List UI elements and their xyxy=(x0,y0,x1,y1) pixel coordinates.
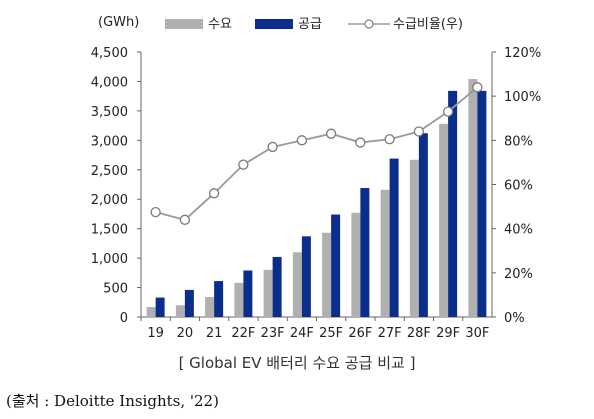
supply-bar xyxy=(360,188,370,317)
ratio-point xyxy=(238,159,249,170)
left-axis-tick-label: 4,500 xyxy=(91,46,128,61)
x-axis-tick-label: 19 xyxy=(147,326,164,341)
right-axis-tick-label: 0% xyxy=(504,311,525,326)
demand-bar xyxy=(263,269,273,317)
plot-area: 0 500 1,000 1,500 2,000 2,500 3,000 3,500 4,000 4… xyxy=(91,46,541,341)
demand-bar xyxy=(439,123,449,317)
left-axis-tick-label: 2,000 xyxy=(91,193,128,208)
legend-label-demand: 수요 xyxy=(208,17,232,32)
demand-bar xyxy=(322,232,332,317)
demand-bar xyxy=(234,282,244,317)
x-axis-tick-label: 23F xyxy=(261,326,285,341)
legend-swatch-supply xyxy=(255,19,293,29)
left-axis-tick-label: 1,000 xyxy=(91,252,128,267)
demand-bar xyxy=(205,296,215,317)
supply-bar xyxy=(331,214,341,317)
left-axis-unit-label: (GWh) xyxy=(98,15,139,30)
demand-bar xyxy=(175,305,185,317)
ratio-point xyxy=(296,135,308,146)
demand-bar xyxy=(351,212,361,317)
demand-bar xyxy=(380,189,390,317)
x-axis-tick-label: 29F xyxy=(436,326,460,341)
right-axis-tick-label: 120% xyxy=(504,46,541,61)
supply-bar xyxy=(418,133,428,317)
demand-bar xyxy=(468,79,478,317)
chart-caption: [ Global EV 배터리 수요 공급 비교 ] xyxy=(178,354,416,372)
x-axis-tick-label: 27F xyxy=(378,326,402,341)
left-axis-tick-label: 4,000 xyxy=(91,75,128,90)
supply-bar xyxy=(389,158,399,317)
legend-label-supply: 공급 xyxy=(298,17,322,32)
right-axis-tick-label: 100% xyxy=(504,90,541,105)
supply-bar xyxy=(272,256,282,317)
x-axis-tick-label: 21 xyxy=(206,326,223,341)
chart-legend: 수요 공급 수급비율(우) xyxy=(165,17,463,32)
left-axis-tick-label: 0 xyxy=(120,311,128,326)
left-axis-tick-label: 1,500 xyxy=(91,223,128,238)
legend-marker-ratio xyxy=(364,19,374,29)
left-axis-tick-label: 500 xyxy=(103,282,128,297)
ratio-point xyxy=(472,82,483,93)
x-axis-tick-label: 24F xyxy=(290,326,314,341)
x-axis-tick-label: 22F xyxy=(231,326,255,341)
supply-bar xyxy=(301,236,311,317)
x-axis-tick-label: 28F xyxy=(407,326,431,341)
supply-bar xyxy=(184,289,194,317)
supply-bar xyxy=(477,90,487,317)
ratio-point xyxy=(179,214,191,225)
ratio-line xyxy=(155,86,478,221)
ratio-point xyxy=(267,141,278,153)
x-axis-tick-label: 26F xyxy=(348,326,372,341)
supply-bar xyxy=(243,270,253,317)
ratio-point xyxy=(442,106,454,117)
demand-bar xyxy=(409,159,419,317)
left-axis-tick-label: 3,000 xyxy=(91,134,128,149)
supply-bar xyxy=(448,90,458,317)
ratio-point xyxy=(384,134,395,145)
right-axis-tick-label: 40% xyxy=(504,223,533,238)
x-axis-tick-label: 20 xyxy=(177,326,194,341)
ratio-point xyxy=(413,126,425,137)
battery-supply-demand-chart: (GWh) 수요 공급 수급비율(우) 0 500 1,000 1,500 2,000 2… xyxy=(91,15,541,341)
right-axis-tick-label: 20% xyxy=(504,267,533,282)
right-axis-tick-label: 60% xyxy=(504,179,533,194)
left-axis-tick-label: 2,500 xyxy=(91,164,128,179)
x-axis-tick-label: 30F xyxy=(465,326,489,341)
ratio-point xyxy=(355,137,366,148)
supply-bar xyxy=(214,281,224,317)
supply-bar xyxy=(155,297,165,317)
ratio-point xyxy=(325,128,337,139)
left-axis-tick-label: 3,500 xyxy=(91,105,128,120)
ratio-point xyxy=(150,206,161,218)
legend-label-ratio: 수급비율(우) xyxy=(393,17,463,32)
x-axis-tick-label: 25F xyxy=(319,326,343,341)
demand-bar xyxy=(146,306,156,317)
demand-bar xyxy=(292,252,302,317)
source-note: (출처 : Deloitte Insights, '22) xyxy=(6,392,219,410)
right-axis-tick-label: 80% xyxy=(504,134,533,149)
legend-swatch-demand xyxy=(165,19,203,29)
ratio-point xyxy=(208,188,220,199)
